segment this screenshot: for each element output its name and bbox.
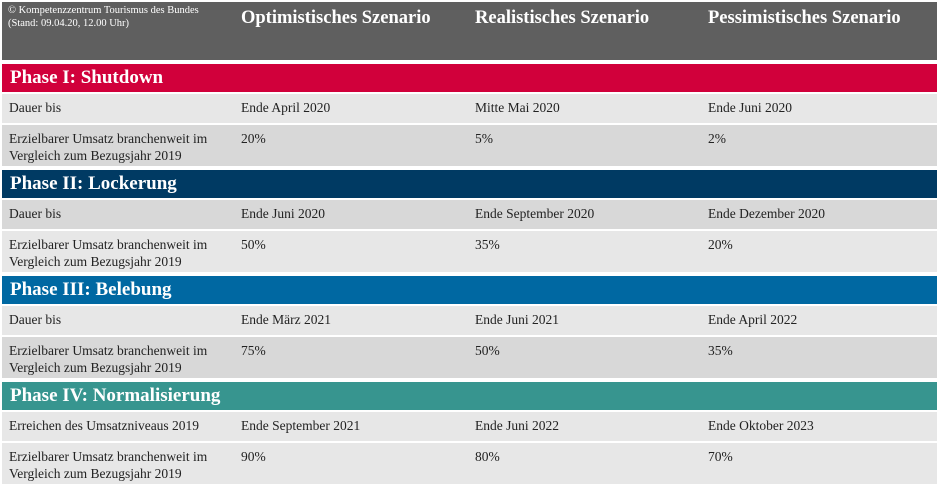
table-cell: Ende Dezember 2020 [701,200,937,229]
row-label: Dauer bis [2,306,234,335]
table-cell: 2% [701,125,937,166]
phase-title: Phase II: Lockerung [2,170,937,198]
table-cell: 35% [468,231,701,272]
table-cell: 75% [234,337,468,378]
table-cell: 80% [468,443,701,484]
row-label: Erreichen des Umsatzniveaus 2019 [2,412,234,441]
row-label: Erzielbarer Umsatz branchenweit im Vergl… [2,337,234,378]
table-cell: Ende September 2020 [468,200,701,229]
column-header: Realistisches Szenario [468,2,701,60]
row-label: Erzielbarer Umsatz branchenweit im Vergl… [2,231,234,272]
table-cell: Ende September 2021 [234,412,468,441]
row-label: Dauer bis [2,94,234,123]
row-label: Erzielbarer Umsatz branchenweit im Vergl… [2,125,234,166]
column-header: Optimistisches Szenario [234,2,468,60]
table-cell: Ende Juni 2020 [701,94,937,123]
table-cell: Ende Juni 2022 [468,412,701,441]
source-note: © Kompetenzzentrum Tourismus des Bundes … [2,2,234,60]
row-label: Erzielbarer Umsatz branchenweit im Vergl… [2,443,234,484]
table-cell: 50% [234,231,468,272]
table-cell: Ende März 2021 [234,306,468,335]
phase-title: Phase I: Shutdown [2,64,937,92]
table-cell: Mitte Mai 2020 [468,94,701,123]
phase-title: Phase III: Belebung [2,276,937,304]
table-cell: 90% [234,443,468,484]
table-cell: Ende Juni 2020 [234,200,468,229]
row-label: Dauer bis [2,200,234,229]
column-header: Pessimistisches Szenario [701,2,937,60]
table-cell: 35% [701,337,937,378]
table-cell: Ende Oktober 2023 [701,412,937,441]
phase-title: Phase IV: Normalisierung [2,382,937,410]
table-cell: Ende Juni 2021 [468,306,701,335]
table-cell: Ende April 2022 [701,306,937,335]
table-cell: 50% [468,337,701,378]
table-cell: 5% [468,125,701,166]
table-cell: 20% [234,125,468,166]
table-cell: 20% [701,231,937,272]
table-cell: Ende April 2020 [234,94,468,123]
table-cell: 70% [701,443,937,484]
